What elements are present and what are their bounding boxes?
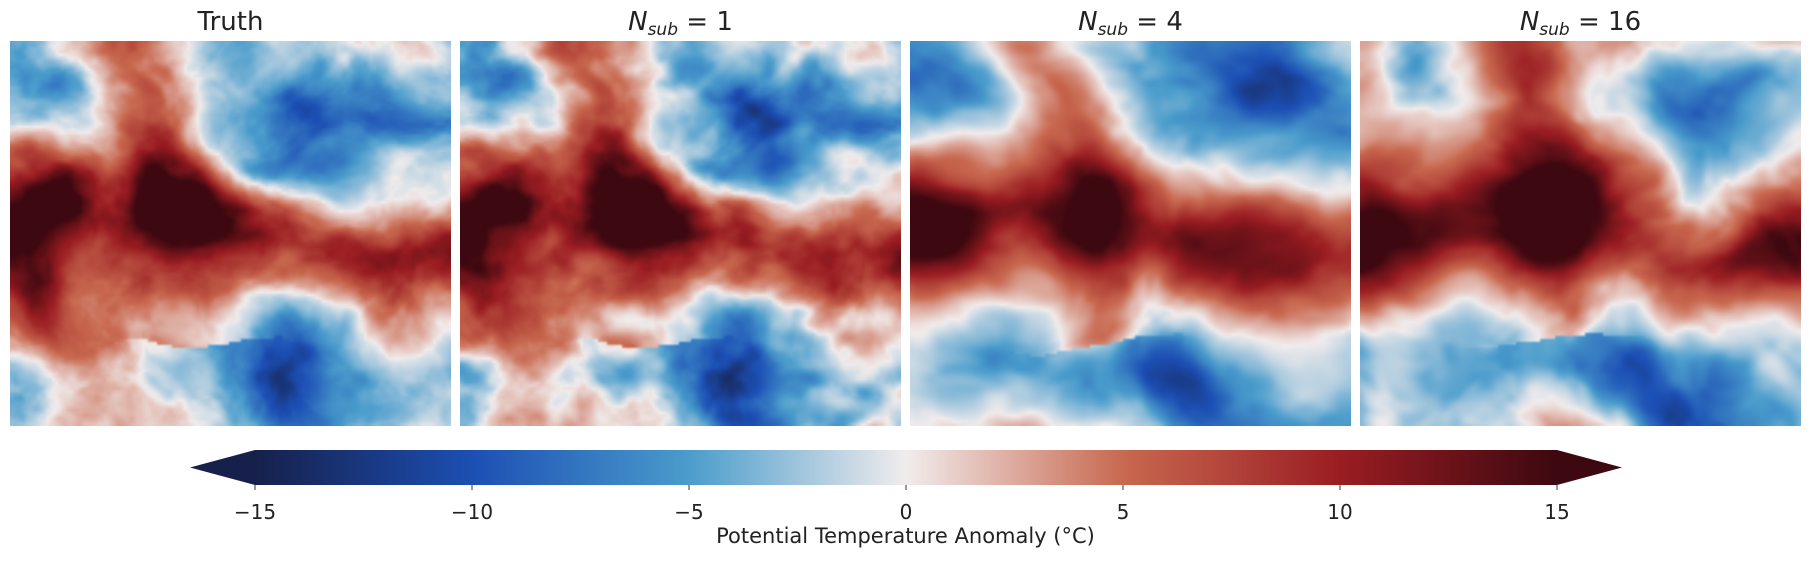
colorbar-tick-label: −10 <box>451 500 493 524</box>
colorbar-tick-label: −15 <box>234 500 276 524</box>
colorbar-tick-label: 15 <box>1544 500 1569 524</box>
heatmap-panel-nsub-4 <box>910 41 1351 426</box>
colorbar-gradient <box>255 450 1557 485</box>
panel-title-nsub-4: Nsub = 4 <box>1078 7 1183 40</box>
colorbar-tick-label: 0 <box>900 500 913 524</box>
colorbar-extend-min <box>190 450 255 485</box>
heatmap-panel-truth <box>10 41 451 426</box>
panel-title-nsub-16: Nsub = 16 <box>1519 7 1642 40</box>
panel-title-nsub-1: Nsub = 1 <box>628 7 733 40</box>
colorbar-label: Potential Temperature Anomaly (°C) <box>716 524 1095 548</box>
panel-title-truth: Truth <box>197 7 264 37</box>
heatmap-panel-nsub-16 <box>1360 41 1801 426</box>
colorbar-tick-label: 5 <box>1117 500 1130 524</box>
colorbar-extend-max <box>1557 450 1622 485</box>
colorbar-tick-label: 10 <box>1327 500 1352 524</box>
colorbar-tick-label: −5 <box>674 500 703 524</box>
heatmap-panel-nsub-1 <box>460 41 901 426</box>
